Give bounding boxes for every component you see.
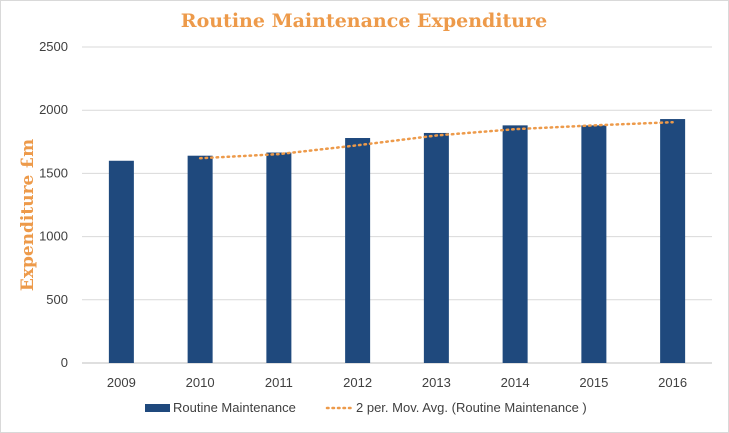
x-tick-label: 2014 bbox=[501, 375, 530, 390]
y-tick-label: 2500 bbox=[39, 39, 68, 54]
bar-2014 bbox=[502, 125, 528, 363]
moving-average-line bbox=[198, 120, 674, 160]
chart-title: Routine Maintenance Expenditure bbox=[181, 10, 547, 32]
y-axis-label: Expenditure £m bbox=[18, 139, 38, 291]
x-tick-label: 2016 bbox=[658, 375, 687, 390]
x-tick-label: 2010 bbox=[186, 375, 215, 390]
bar-2015 bbox=[581, 125, 607, 363]
legend-swatch-bar bbox=[145, 404, 170, 412]
y-tick-label: 1000 bbox=[39, 229, 68, 244]
bar-2011 bbox=[266, 152, 292, 363]
bar-2009 bbox=[108, 160, 134, 363]
bar-2013 bbox=[423, 132, 449, 363]
x-tick-label: 2015 bbox=[579, 375, 608, 390]
legend-label-line: 2 per. Mov. Avg. (Routine Maintenance ) bbox=[356, 400, 587, 415]
x-tick-label: 2011 bbox=[265, 375, 293, 390]
y-tick-label: 0 bbox=[61, 355, 68, 370]
bar-2012 bbox=[345, 138, 371, 363]
bar-2016 bbox=[660, 119, 686, 363]
x-tick-label: 2009 bbox=[107, 375, 136, 390]
legend-label-bar: Routine Maintenance bbox=[173, 400, 296, 415]
x-tick-label: 2013 bbox=[422, 375, 451, 390]
y-tick-label: 1500 bbox=[39, 165, 68, 180]
bar-2010 bbox=[187, 155, 213, 363]
y-tick-label: 500 bbox=[46, 292, 68, 307]
x-tick-label: 2012 bbox=[343, 375, 372, 390]
y-tick-label: 2000 bbox=[39, 102, 68, 117]
